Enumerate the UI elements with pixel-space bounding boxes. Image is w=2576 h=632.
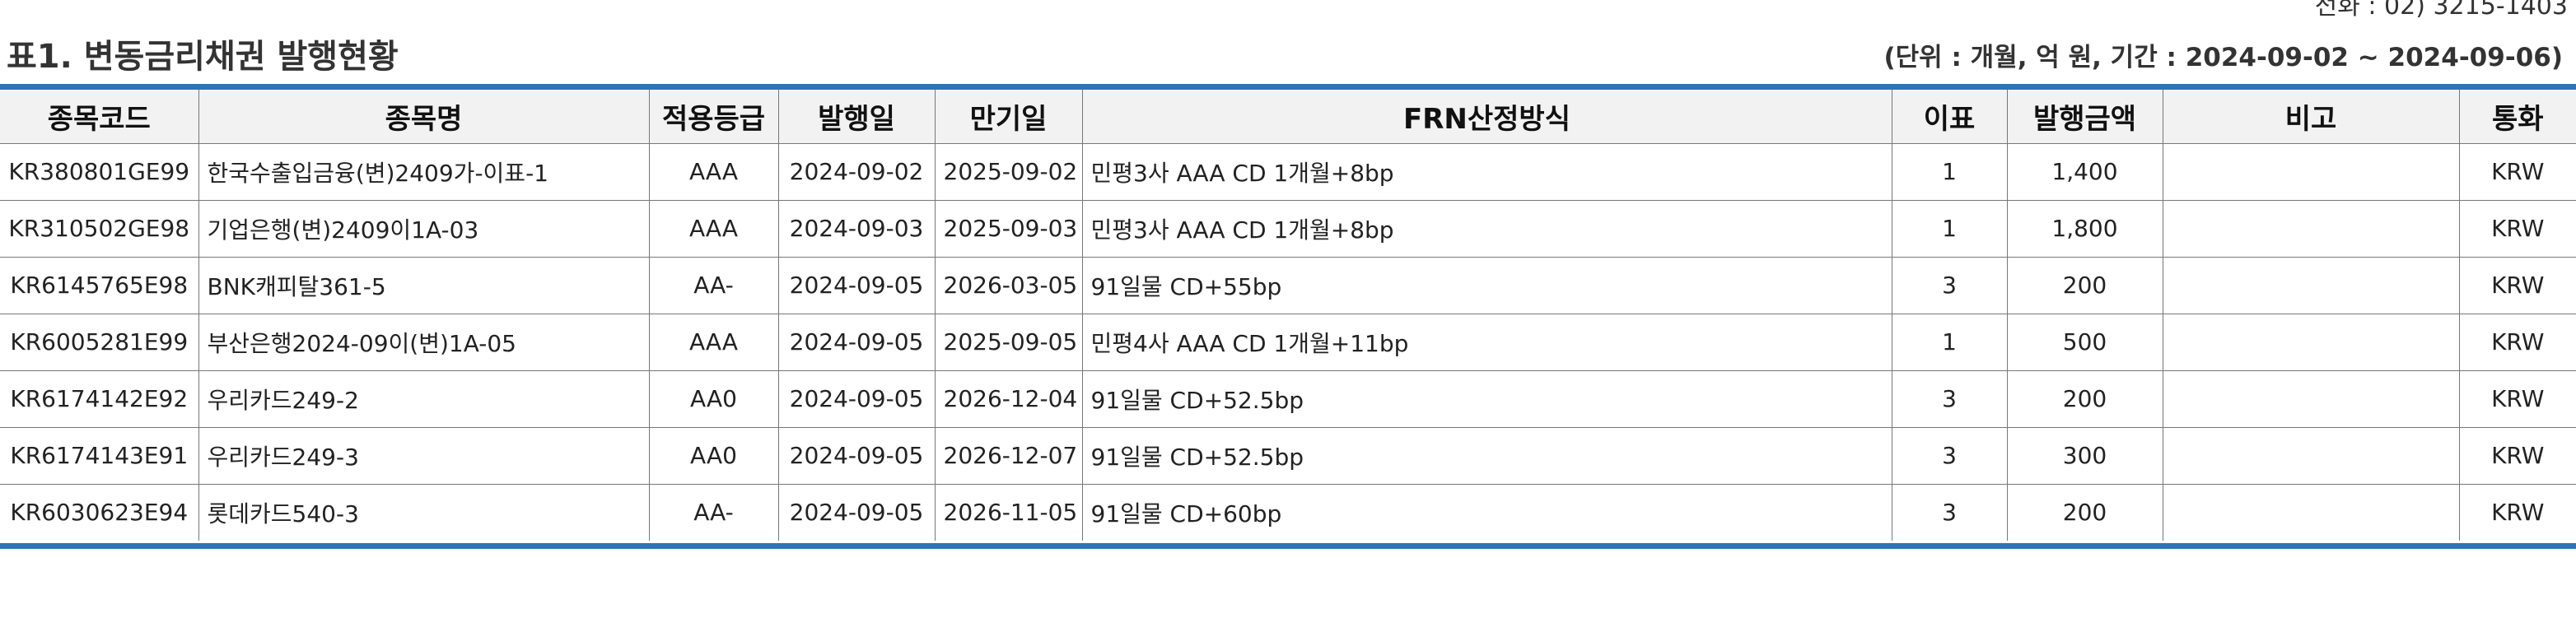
table-top-rule [0, 84, 2576, 90]
col-header-grade: 적용등급 [648, 90, 779, 144]
cell-code: KR380801GE99 [0, 142, 199, 201]
cell-name: 우리카드249-2 [198, 369, 650, 428]
cell-remarks [2162, 313, 2460, 371]
cell-frn-method: 91일물 CD+52.5bp [1081, 369, 1892, 428]
cell-coupon: 1 [1891, 313, 2008, 371]
cell-issue-date: 2024-09-03 [777, 199, 936, 258]
table-row: KR310502GE98 기업은행(변)2409이1A-03 AAA 2024-… [0, 199, 2576, 258]
cell-maturity-date: 2026-03-05 [934, 256, 1083, 314]
table-row: KR6174143E91 우리카드249-3 AA0 2024-09-05 20… [0, 426, 2576, 485]
cell-issue-date: 2024-09-05 [777, 426, 936, 485]
table-row: KR6174142E92 우리카드249-2 AA0 2024-09-05 20… [0, 369, 2576, 428]
cell-frn-method: 91일물 CD+55bp [1081, 256, 1892, 314]
table-row: KR6030623E94 롯데카드540-3 AA- 2024-09-05 20… [0, 483, 2576, 541]
cell-currency: KRW [2458, 142, 2576, 201]
col-header-amount: 발행금액 [2006, 90, 2163, 144]
cell-currency: KRW [2458, 426, 2576, 485]
cell-grade: AA0 [648, 426, 779, 485]
cell-remarks [2162, 256, 2460, 314]
unit-period-note: (단위 : 개월, 억 원, 기간 : 2024-09-02 ~ 2024-09… [1883, 43, 2563, 72]
cell-name: BNK캐피탈361-5 [198, 256, 650, 314]
cell-frn-method: 91일물 CD+52.5bp [1081, 426, 1892, 485]
cell-frn-method: 민평4사 AAA CD 1개월+11bp [1081, 313, 1892, 371]
cell-maturity-date: 2026-12-07 [934, 426, 1083, 485]
cell-name: 기업은행(변)2409이1A-03 [198, 199, 650, 258]
cell-remarks [2162, 483, 2460, 541]
col-header-frn-method: FRN산정방식 [1081, 90, 1892, 144]
cell-amount: 1,800 [2006, 199, 2163, 258]
cell-coupon: 3 [1891, 483, 2008, 541]
cell-amount: 200 [2006, 369, 2163, 428]
cell-code: KR310502GE98 [0, 199, 199, 258]
cell-coupon: 3 [1891, 426, 2008, 485]
cell-amount: 300 [2006, 426, 2163, 485]
cell-frn-method: 민평3사 AAA CD 1개월+8bp [1081, 142, 1892, 201]
cell-remarks [2162, 369, 2460, 428]
col-header-issue-date: 발행일 [777, 90, 936, 144]
cell-issue-date: 2024-09-05 [777, 483, 936, 541]
cell-issue-date: 2024-09-05 [777, 256, 936, 314]
cell-maturity-date: 2025-09-05 [934, 313, 1083, 371]
cell-amount: 1,400 [2006, 142, 2163, 201]
cell-name: 부산은행2024-09이(변)1A-05 [198, 313, 650, 371]
cell-remarks [2162, 426, 2460, 485]
cell-issue-date: 2024-09-05 [777, 313, 936, 371]
cell-amount: 500 [2006, 313, 2163, 371]
cell-grade: AA0 [648, 369, 779, 428]
table-header-row: 종목코드 종목명 적용등급 발행일 만기일 FRN산정방식 이표 발행금액 비고… [0, 90, 2576, 144]
cell-currency: KRW [2458, 199, 2576, 258]
cell-maturity-date: 2026-12-04 [934, 369, 1083, 428]
cell-name: 우리카드249-3 [198, 426, 650, 485]
cell-currency: KRW [2458, 256, 2576, 314]
cell-code: KR6030623E94 [0, 483, 199, 541]
cell-grade: AAA [648, 142, 779, 201]
col-header-maturity-date: 만기일 [934, 90, 1083, 144]
cell-coupon: 3 [1891, 256, 2008, 314]
col-header-code: 종목코드 [0, 90, 199, 144]
cell-grade: AAA [648, 199, 779, 258]
cell-coupon: 3 [1891, 369, 2008, 428]
cell-maturity-date: 2025-09-02 [934, 142, 1083, 201]
cell-currency: KRW [2458, 483, 2576, 541]
col-header-coupon: 이표 [1891, 90, 2008, 144]
col-header-remarks: 비고 [2162, 90, 2460, 144]
cell-frn-method: 민평3사 AAA CD 1개월+8bp [1081, 199, 1892, 258]
table-row: KR6145765E98 BNK캐피탈361-5 AA- 2024-09-05 … [0, 256, 2576, 314]
cell-grade: AA- [648, 483, 779, 541]
cell-currency: KRW [2458, 313, 2576, 371]
cell-maturity-date: 2025-09-03 [934, 199, 1083, 258]
col-header-currency: 통화 [2458, 90, 2576, 144]
cell-amount: 200 [2006, 256, 2163, 314]
cell-issue-date: 2024-09-05 [777, 369, 936, 428]
cell-code: KR6174142E92 [0, 369, 199, 428]
frn-issuance-table: 종목코드 종목명 적용등급 발행일 만기일 FRN산정방식 이표 발행금액 비고… [0, 90, 2576, 541]
table-row: KR380801GE99 한국수출입금융(변)2409가-이표-1 AAA 20… [0, 142, 2576, 201]
contact-phone-fragment: 전화 : 02) 3215-1403 [2314, 0, 2568, 21]
cell-currency: KRW [2458, 369, 2576, 428]
table-title: 표1. 변동금리채권 발행현황 [7, 38, 399, 76]
cell-coupon: 1 [1891, 199, 2008, 258]
cell-name: 한국수출입금융(변)2409가-이표-1 [198, 142, 650, 201]
cell-issue-date: 2024-09-02 [777, 142, 936, 201]
col-header-name: 종목명 [198, 90, 650, 144]
cell-grade: AA- [648, 256, 779, 314]
cell-code: KR6005281E99 [0, 313, 199, 371]
cell-maturity-date: 2026-11-05 [934, 483, 1083, 541]
table-row: KR6005281E99 부산은행2024-09이(변)1A-05 AAA 20… [0, 313, 2576, 371]
cell-name: 롯데카드540-3 [198, 483, 650, 541]
cell-remarks [2162, 142, 2460, 201]
cell-remarks [2162, 199, 2460, 258]
cell-coupon: 1 [1891, 142, 2008, 201]
cell-code: KR6145765E98 [0, 256, 199, 314]
cell-grade: AAA [648, 313, 779, 371]
cell-frn-method: 91일물 CD+60bp [1081, 483, 1892, 541]
cell-code: KR6174143E91 [0, 426, 199, 485]
cell-amount: 200 [2006, 483, 2163, 541]
table-bottom-rule [0, 543, 2576, 549]
